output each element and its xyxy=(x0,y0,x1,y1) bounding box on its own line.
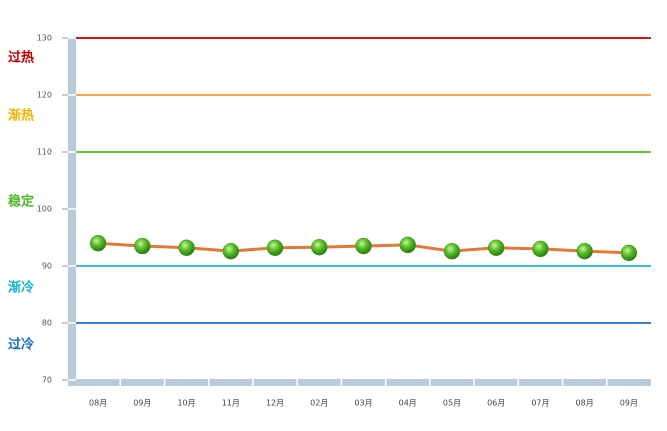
y-tick-label: 110 xyxy=(37,148,52,157)
point xyxy=(576,242,593,260)
y-tick-label: 100 xyxy=(37,205,52,214)
x-tick-label: 02月 xyxy=(310,399,328,408)
x-tick-label: 12月 xyxy=(266,399,284,408)
point xyxy=(620,244,638,262)
point xyxy=(222,242,240,260)
point xyxy=(266,239,284,257)
point xyxy=(487,239,505,257)
x-axis-bar xyxy=(76,379,651,386)
point xyxy=(89,234,107,252)
y-tick-label: 130 xyxy=(37,34,52,43)
point xyxy=(399,236,416,254)
zone-label: 稳定 xyxy=(8,194,34,210)
x-tick-label: 10月 xyxy=(177,399,195,408)
x-tick-label: 09月 xyxy=(620,399,638,408)
y-tick-label: 90 xyxy=(42,262,52,271)
y-tick-label: 120 xyxy=(37,91,52,100)
point xyxy=(134,237,151,255)
zone-label: 渐冷 xyxy=(8,280,34,296)
point xyxy=(178,239,195,257)
y-tick-label: 70 xyxy=(42,376,52,385)
point xyxy=(311,238,328,256)
x-tick-label: 08月 xyxy=(89,399,107,408)
x-tick-label: 07月 xyxy=(531,399,549,408)
point xyxy=(532,240,549,258)
zone-label: 渐热 xyxy=(8,108,34,124)
x-tick-label: 09月 xyxy=(133,399,151,408)
zone-label: 过冷 xyxy=(8,337,34,353)
y-tick-label: 80 xyxy=(42,319,52,328)
y-axis-bar xyxy=(68,38,76,386)
x-tick-label: 11月 xyxy=(222,399,240,408)
x-tick-label: 05月 xyxy=(443,399,461,408)
point xyxy=(355,237,372,255)
x-tick-label: 04月 xyxy=(399,399,417,408)
x-tick-label: 03月 xyxy=(354,399,372,408)
x-tick-label: 06月 xyxy=(487,399,505,408)
zone-label: 过热 xyxy=(8,50,34,66)
point xyxy=(443,242,461,260)
x-tick-label: 08月 xyxy=(576,399,594,408)
